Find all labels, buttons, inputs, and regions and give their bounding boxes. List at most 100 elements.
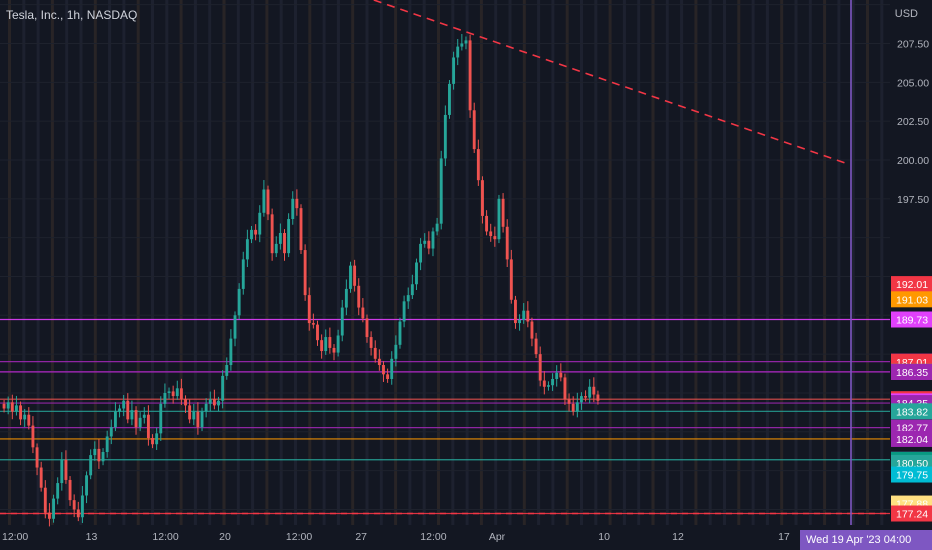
- price-badge: [891, 364, 932, 381]
- candle-body: [43, 487, 47, 513]
- y-tick-label: 197.50: [897, 194, 929, 206]
- candle-body: [254, 229, 258, 235]
- x-tick-label: 12: [672, 531, 684, 543]
- y-tick-label: 202.50: [897, 116, 929, 128]
- candle-body: [130, 410, 134, 420]
- session-stripe: [122, 0, 126, 525]
- candle-body: [344, 288, 348, 308]
- candle-body: [126, 400, 130, 420]
- candle-body: [353, 265, 357, 286]
- candle-body: [175, 388, 179, 397]
- candle-body: [270, 214, 274, 254]
- candle-body: [221, 375, 225, 401]
- candle-body: [398, 321, 402, 345]
- x-tick-label: 12:00: [152, 531, 178, 543]
- session-stripe: [336, 0, 340, 525]
- candle-body: [328, 337, 332, 348]
- candle-body: [295, 198, 299, 209]
- candle-body: [283, 232, 286, 254]
- candle-body: [233, 315, 237, 339]
- candle-body: [559, 372, 563, 378]
- candle-body: [349, 265, 352, 289]
- candle-body: [324, 337, 328, 352]
- candle-body: [497, 198, 501, 240]
- candle-body: [307, 295, 311, 324]
- candle-body: [501, 198, 505, 227]
- candle-body: [435, 223, 439, 232]
- candle-body: [448, 83, 451, 115]
- candle-body: [229, 338, 233, 366]
- session-stripe: [751, 0, 755, 525]
- candle-body: [563, 377, 567, 400]
- session-stripe: [837, 0, 841, 525]
- candle-body: [56, 483, 60, 499]
- candle-body: [555, 372, 559, 379]
- x-tick-label: 20: [219, 531, 231, 543]
- candle-body: [31, 425, 35, 448]
- session-stripe: [165, 0, 169, 525]
- candle-body: [567, 399, 571, 404]
- candle-body: [142, 414, 146, 418]
- session-stripe: [694, 0, 698, 525]
- session-stripe: [36, 0, 40, 525]
- candle-body: [159, 403, 163, 434]
- candle-body: [340, 307, 344, 336]
- candle-body: [522, 310, 526, 320]
- candle-body: [184, 399, 187, 406]
- session-stripe: [437, 0, 440, 525]
- session-stripe: [479, 0, 483, 525]
- session-stripe: [394, 0, 398, 525]
- session-stripe: [251, 0, 255, 525]
- session-stripe: [265, 0, 269, 525]
- candle-body: [431, 231, 435, 249]
- candle-body: [476, 149, 480, 181]
- session-stripe: [22, 0, 26, 525]
- candle-body: [287, 219, 291, 254]
- symbol-title[interactable]: Tesla, Inc., 1h, NASDAQ: [6, 8, 138, 22]
- candle-body: [472, 110, 476, 150]
- candle-body: [468, 40, 472, 111]
- candle-body: [365, 318, 369, 338]
- candle-body: [402, 301, 406, 322]
- candle-body: [68, 479, 72, 501]
- candle-body: [80, 495, 84, 518]
- candle-body: [35, 447, 39, 468]
- session-stripe: [608, 0, 612, 525]
- session-stripe: [108, 0, 112, 525]
- session-stripe: [780, 0, 784, 525]
- price-badge-label: 179.75: [896, 470, 928, 482]
- candle-body: [505, 226, 509, 260]
- candle-body: [250, 229, 253, 240]
- session-stripe: [551, 0, 555, 525]
- session-stripe: [93, 0, 97, 525]
- candle-body: [23, 414, 27, 420]
- candle-body: [394, 344, 398, 359]
- session-stripe: [8, 0, 11, 525]
- candle-body: [138, 417, 142, 428]
- candle-body: [204, 403, 208, 412]
- candle-body: [415, 262, 418, 285]
- candle-body: [547, 385, 550, 387]
- candle-body: [316, 324, 319, 341]
- price-badge-label: 183.82: [896, 406, 928, 418]
- session-stripe: [866, 0, 869, 525]
- candle-body: [584, 396, 588, 398]
- candle-body: [303, 250, 307, 296]
- candle-body: [443, 114, 447, 159]
- candle-body: [109, 427, 113, 437]
- candle-body: [196, 411, 200, 428]
- currency-label: USD: [894, 8, 918, 20]
- price-badge-label: 182.04: [896, 434, 928, 446]
- session-stripe: [708, 0, 712, 525]
- candle-body: [60, 459, 64, 484]
- candle-body: [245, 239, 249, 260]
- session-stripe: [565, 0, 569, 525]
- candle-body: [452, 57, 456, 84]
- session-stripe: [365, 0, 369, 525]
- candle-body: [369, 337, 373, 348]
- session-stripe: [222, 0, 226, 525]
- candle-body: [427, 240, 431, 249]
- candle-body: [217, 400, 220, 406]
- session-stripe: [622, 0, 626, 525]
